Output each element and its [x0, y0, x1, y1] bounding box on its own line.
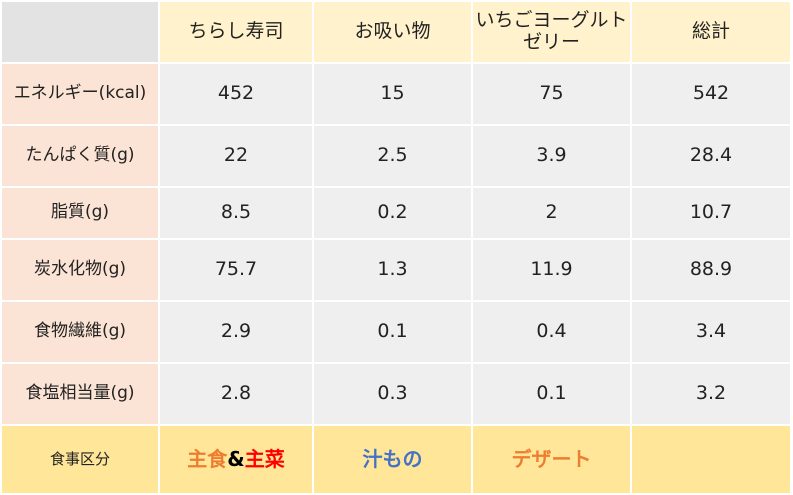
- table-cell: 8.5: [160, 188, 312, 238]
- table-cell: 0.1: [473, 364, 630, 424]
- category-main-dish-label: 主菜: [244, 447, 285, 471]
- table-cell: 2.5: [314, 126, 471, 186]
- table-cell: 0.1: [314, 302, 471, 362]
- table-cell: 75: [473, 64, 630, 124]
- table-cell: 2: [473, 188, 630, 238]
- table-cell: 452: [160, 64, 312, 124]
- column-header-line-1: いちごヨーグルト: [475, 9, 628, 32]
- table-cell: 3.4: [632, 302, 790, 362]
- table-corner: [2, 2, 158, 62]
- table-cell: 88.9: [632, 240, 790, 300]
- column-header-chirashi-sushi: ちらし寿司: [160, 2, 312, 62]
- column-header-total: 総計: [632, 2, 790, 62]
- category-dessert: デザート: [473, 426, 630, 493]
- row-header-energy: エネルギー(kcal): [2, 64, 158, 124]
- table-cell: 3.2: [632, 364, 790, 424]
- row-header-salt-equivalent: 食塩相当量(g): [2, 364, 158, 424]
- table-cell: 10.7: [632, 188, 790, 238]
- table-cell: 11.9: [473, 240, 630, 300]
- category-staple-main-dish: 主食 & 主菜: [160, 426, 312, 493]
- table-cell: 22: [160, 126, 312, 186]
- row-header-carbohydrate: 炭水化物(g): [2, 240, 158, 300]
- category-soup: 汁もの: [314, 426, 471, 493]
- table-cell: 0.2: [314, 188, 471, 238]
- column-header-osuimono: お吸い物: [314, 2, 471, 62]
- table-cell: 1.3: [314, 240, 471, 300]
- table-cell: 0.4: [473, 302, 630, 362]
- row-header-protein: たんぱく質(g): [2, 126, 158, 186]
- category-ampersand: &: [227, 447, 245, 471]
- table-cell: 0.3: [314, 364, 471, 424]
- table-cell: 28.4: [632, 126, 790, 186]
- table-cell: 542: [632, 64, 790, 124]
- category-staple-label: 主食: [187, 447, 228, 471]
- row-header-fat: 脂質(g): [2, 188, 158, 238]
- table-cell: 75.7: [160, 240, 312, 300]
- row-header-meal-category: 食事区分: [2, 426, 158, 493]
- row-header-dietary-fiber: 食物繊維(g): [2, 302, 158, 362]
- column-header-strawberry-yogurt-jelly: いちごヨーグルト ゼリー: [473, 2, 630, 62]
- table-cell: 2.8: [160, 364, 312, 424]
- table-cell: 3.9: [473, 126, 630, 186]
- column-header-line-2: ゼリー: [522, 31, 580, 53]
- table-cell: 15: [314, 64, 471, 124]
- category-total: [632, 426, 790, 493]
- table-cell: 2.9: [160, 302, 312, 362]
